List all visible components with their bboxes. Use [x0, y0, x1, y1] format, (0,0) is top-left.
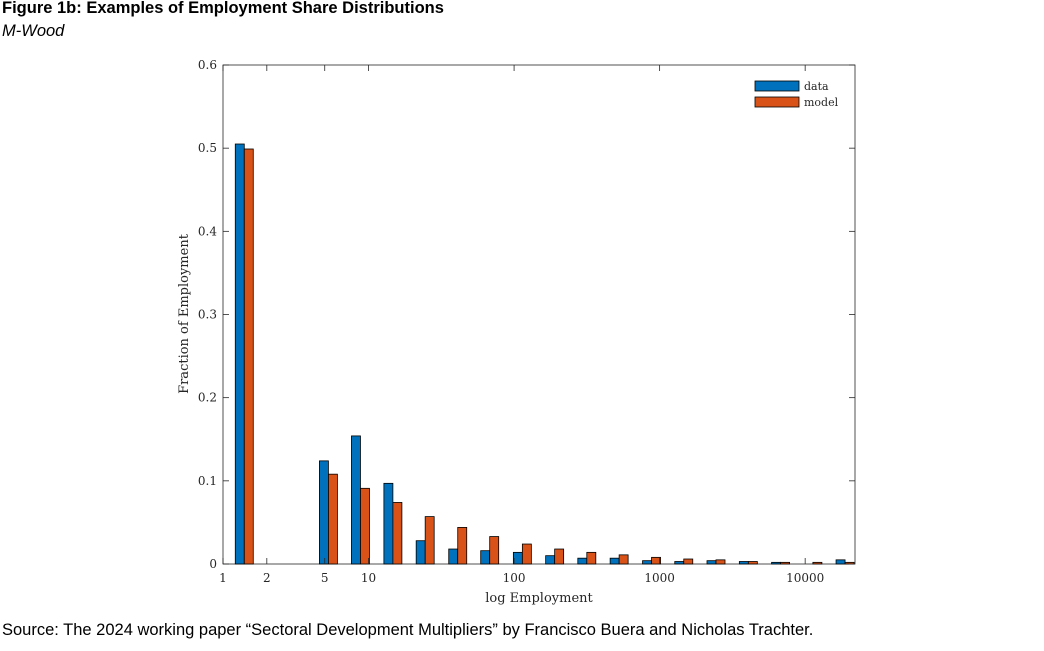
x-tick-label-3: 10	[361, 571, 376, 585]
bar-model-6	[457, 527, 468, 565]
y-tick-label-6: 0.6	[198, 58, 217, 72]
bar-data-2	[319, 460, 329, 565]
bar-data-18	[835, 559, 846, 565]
x-tick-label-6: 10000	[786, 571, 824, 585]
figure-subtitle: M-Wood	[2, 22, 65, 40]
bar-model-12	[651, 556, 661, 565]
x-tick-label-1: 2	[263, 571, 271, 585]
bar-data-0	[234, 143, 245, 565]
y-axis-label: Fraction of Employment	[177, 233, 192, 394]
y-axis: 0 0.1 0.2 0.3 0.4 0.5 0.6	[198, 58, 855, 571]
legend-label-model: model	[804, 96, 839, 109]
bar-model-9	[554, 548, 565, 565]
bar-model-11	[618, 554, 629, 565]
x-axis: 1 2 5 10 100 1000 10000	[219, 65, 824, 585]
bar-model-5	[424, 516, 435, 565]
x-tick-label-4: 100	[503, 571, 526, 585]
bar-data-3	[351, 435, 361, 565]
plot-area	[222, 64, 856, 565]
bar-data-14	[706, 560, 717, 565]
figure-title: Figure 1b: Examples of Employment Share …	[2, 0, 444, 17]
bar-model-3	[360, 487, 370, 565]
y-tick-label-2: 0.2	[198, 391, 217, 405]
bar-data-11	[609, 557, 620, 565]
bar-model-15	[747, 561, 758, 565]
bar-model-13	[683, 558, 694, 565]
bar-model-14	[715, 559, 726, 565]
bar-data-9	[545, 555, 556, 565]
legend-label-data: data	[804, 80, 829, 93]
bar-data-12	[642, 560, 652, 565]
bar-model-17	[812, 561, 823, 565]
bar-model-8	[521, 543, 532, 565]
figure-source: Source: The 2024 working paper “Sectoral…	[2, 621, 814, 639]
bar-data-10	[577, 557, 588, 565]
bar-model-10	[586, 551, 597, 565]
bar-data-8	[512, 551, 523, 565]
bar-model-7	[489, 536, 500, 565]
bar-model-4	[392, 502, 403, 565]
y-tick-label-1: 0.1	[198, 474, 217, 488]
x-axis-label: log Employment	[485, 591, 593, 606]
x-tick-label-2: 5	[321, 571, 329, 585]
bar-data-13	[674, 561, 685, 565]
bar-data-7	[480, 550, 491, 565]
y-tick-label-3: 0.3	[198, 308, 217, 322]
bar-data-15	[738, 561, 749, 565]
bars-group	[234, 143, 855, 565]
bar-model-2	[328, 473, 338, 565]
legend-swatch-data	[754, 80, 800, 92]
bar-data-5	[415, 540, 426, 565]
x-tick-label-0: 1	[219, 571, 227, 585]
x-tick-label-5: 1000	[644, 571, 675, 585]
y-tick-label-5: 0.5	[198, 141, 217, 155]
bar-data-6	[448, 548, 459, 565]
legend: data model	[749, 74, 844, 112]
bar-data-4	[383, 482, 394, 565]
bar-model-0	[243, 148, 254, 565]
y-tick-label-4: 0.4	[198, 224, 217, 238]
bar-model-16	[780, 561, 790, 565]
legend-swatch-model	[754, 96, 800, 108]
y-tick-label-0: 0	[209, 557, 217, 571]
bar-data-16	[771, 561, 781, 565]
